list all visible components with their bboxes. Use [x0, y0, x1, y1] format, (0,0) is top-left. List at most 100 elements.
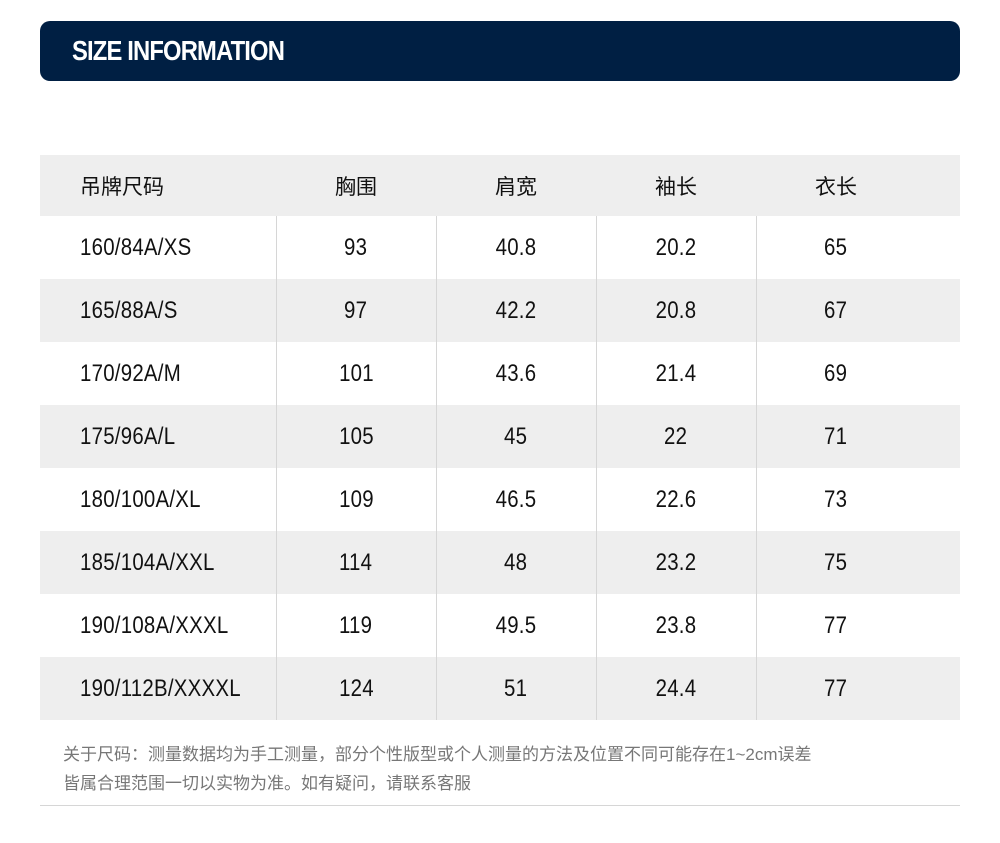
table-cell: 23.8 — [596, 594, 756, 657]
note-line-2: 皆属合理范围一切以实物为准。如有疑问，请联系客服 — [63, 774, 471, 793]
cell-value: 190/108A/XXXL — [80, 611, 229, 639]
table-cell: 175/96A/L — [80, 405, 316, 468]
header-shoulder: 肩宽 — [495, 175, 537, 199]
cell-value: 42.2 — [495, 296, 537, 324]
cell-value: 22.6 — [655, 485, 697, 513]
divider — [40, 805, 960, 806]
table-cell: 170/92A/M — [80, 342, 316, 405]
cell-value: 93 — [344, 233, 368, 261]
table-cell: 190/112B/XXXXL — [80, 657, 316, 720]
table-cell: 75 — [756, 531, 916, 594]
cell-value: 77 — [824, 611, 848, 639]
table-cell: 77 — [756, 657, 916, 720]
table-cell: 22.6 — [596, 468, 756, 531]
table-cell: 109 — [276, 468, 436, 531]
table-cell: 22 — [596, 405, 756, 468]
header-sleeve: 袖长 — [655, 175, 697, 199]
note-line-1: 关于尺码：测量数据均为手工测量，部分个性版型或个人测量的方法及位置不同可能存在1… — [63, 745, 812, 764]
table-cell: 77 — [756, 594, 916, 657]
size-information-banner: SIZE INFORMATION — [40, 21, 960, 81]
cell-value: 22 — [664, 422, 688, 450]
cell-value: 160/84A/XS — [80, 233, 192, 261]
table-row: 185/104A/XXL 114 48 23.2 75 — [40, 531, 960, 594]
table-cell: 42.2 — [436, 279, 596, 342]
table-cell: 23.2 — [596, 531, 756, 594]
table-cell: 49.5 — [436, 594, 596, 657]
table-cell: 190/108A/XXXL — [80, 594, 316, 657]
header-chest: 胸围 — [335, 175, 377, 199]
table-cell: 160/84A/XS — [80, 216, 316, 279]
table-row: 190/108A/XXXL 119 49.5 23.8 77 — [40, 594, 960, 657]
cell-value: 45 — [504, 422, 528, 450]
table-cell: 101 — [276, 342, 436, 405]
banner-title: SIZE INFORMATION — [72, 35, 285, 66]
cell-value: 119 — [339, 611, 373, 639]
cell-value: 23.8 — [655, 611, 697, 639]
cell-value: 67 — [824, 296, 848, 324]
table-cell: 97 — [276, 279, 436, 342]
size-note: 关于尺码：测量数据均为手工测量，部分个性版型或个人测量的方法及位置不同可能存在1… — [63, 740, 963, 798]
table-cell: 69 — [756, 342, 916, 405]
table-cell: 21.4 — [596, 342, 756, 405]
cell-value: 165/88A/S — [80, 296, 178, 324]
table-cell: 124 — [276, 657, 436, 720]
cell-value: 71 — [824, 422, 848, 450]
cell-value: 77 — [824, 674, 848, 702]
cell-value: 170/92A/M — [80, 359, 181, 387]
table-cell: 185/104A/XXL — [80, 531, 316, 594]
header-size: 吊牌尺码 — [80, 175, 164, 199]
cell-value: 46.5 — [495, 485, 537, 513]
cell-value: 23.2 — [655, 548, 697, 576]
size-table: 吊牌尺码 胸围 肩宽 袖长 衣长 160/84A/XS 93 40.8 20.2 65 1… — [40, 155, 960, 720]
cell-value: 21.4 — [655, 359, 697, 387]
table-cell: 40.8 — [436, 216, 596, 279]
table-row: 175/96A/L 105 45 22 71 — [40, 405, 960, 468]
cell-value: 175/96A/L — [80, 422, 176, 450]
cell-value: 180/100A/XL — [80, 485, 201, 513]
column-divider — [756, 216, 757, 720]
cell-value: 51 — [504, 674, 528, 702]
cell-value: 109 — [338, 485, 374, 513]
table-cell: 180/100A/XL — [80, 468, 316, 531]
table-cell: 71 — [756, 405, 916, 468]
cell-value: 69 — [824, 359, 848, 387]
cell-value: 101 — [338, 359, 374, 387]
cell-value: 185/104A/XXL — [80, 548, 215, 576]
cell-value: 65 — [824, 233, 848, 261]
table-row: 180/100A/XL 109 46.5 22.6 73 — [40, 468, 960, 531]
table-cell: 105 — [276, 405, 436, 468]
table-cell: 51 — [436, 657, 596, 720]
table-cell: 93 — [276, 216, 436, 279]
cell-value: 20.8 — [655, 296, 697, 324]
table-cell: 65 — [756, 216, 916, 279]
table-cell: 24.4 — [596, 657, 756, 720]
cell-value: 97 — [344, 296, 368, 324]
header-length: 衣长 — [815, 175, 857, 199]
cell-value: 40.8 — [495, 233, 537, 261]
table-row: 190/112B/XXXXL 124 51 24.4 77 — [40, 657, 960, 720]
cell-value: 24.4 — [655, 674, 697, 702]
table-cell: 46.5 — [436, 468, 596, 531]
table-cell: 43.6 — [436, 342, 596, 405]
table-cell: 114 — [276, 531, 436, 594]
table-cell: 73 — [756, 468, 916, 531]
table-cell: 20.8 — [596, 279, 756, 342]
cell-value: 73 — [824, 485, 848, 513]
cell-value: 48 — [504, 548, 528, 576]
table-cell: 20.2 — [596, 216, 756, 279]
table-row: 170/92A/M 101 43.6 21.4 69 — [40, 342, 960, 405]
cell-value: 124 — [338, 674, 374, 702]
table-cell: 165/88A/S — [80, 279, 316, 342]
column-divider — [436, 216, 437, 720]
cell-value: 43.6 — [495, 359, 537, 387]
cell-value: 49.5 — [495, 611, 537, 639]
cell-value: 20.2 — [655, 233, 697, 261]
table-cell: 67 — [756, 279, 916, 342]
table-cell: 48 — [436, 531, 596, 594]
cell-value: 114 — [339, 548, 373, 576]
cell-value: 75 — [824, 548, 848, 576]
cell-value: 105 — [338, 422, 374, 450]
column-divider — [276, 216, 277, 720]
table-cell: 119 — [276, 594, 436, 657]
cell-value: 190/112B/XXXXL — [80, 674, 241, 702]
